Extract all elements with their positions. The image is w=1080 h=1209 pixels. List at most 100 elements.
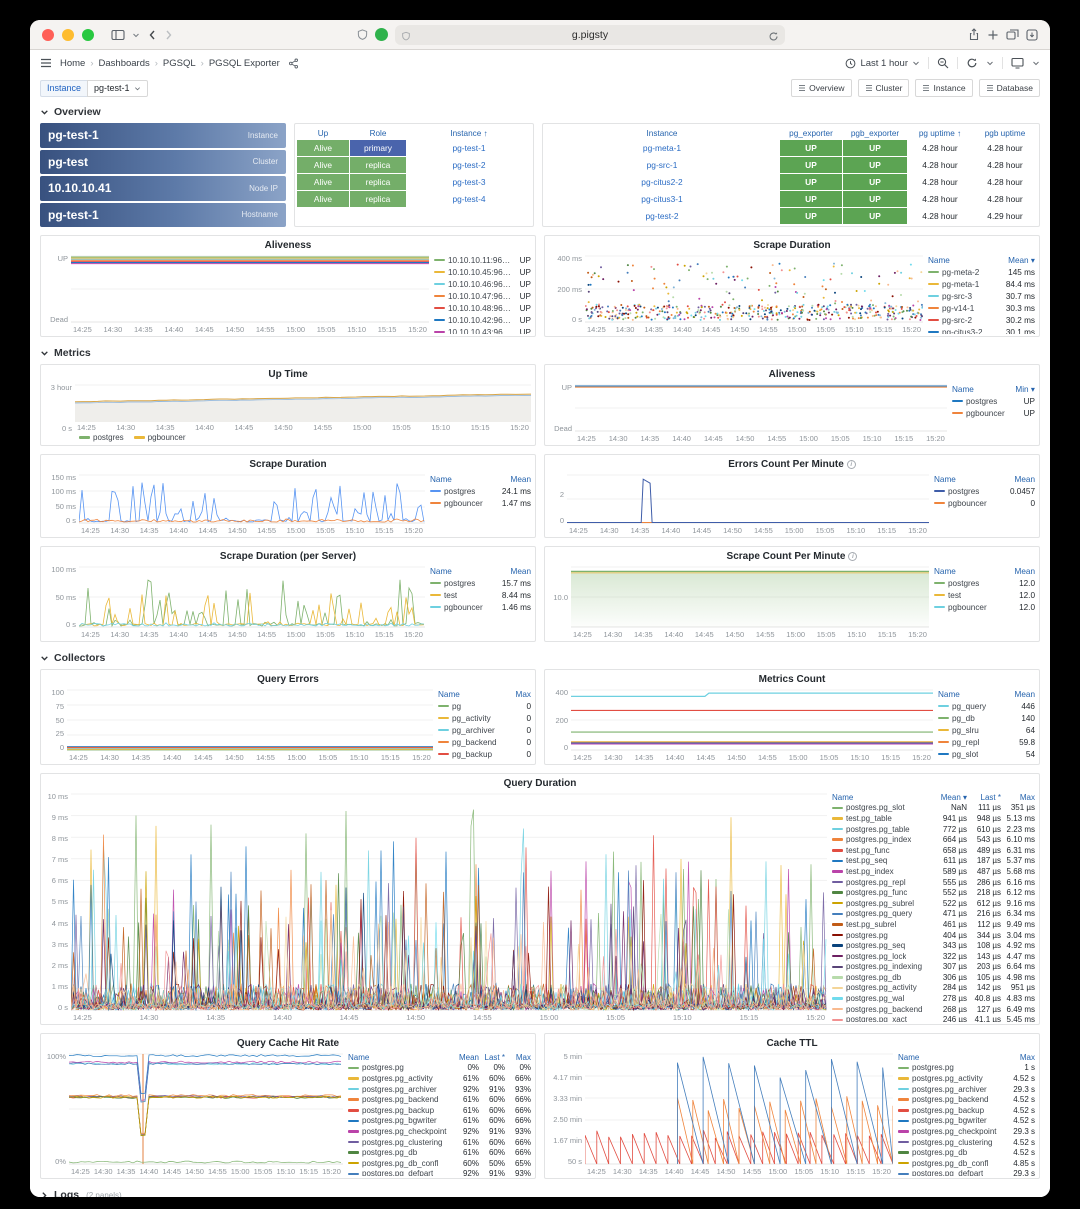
chevron-down-icon[interactable] [1032,59,1040,67]
legend-item[interactable]: pg_repl 59.8 [938,736,1035,748]
window-minimize-button[interactable] [62,28,74,41]
legend-item[interactable]: test.pg_seq 611 µs 187 µs 5.37 ms [832,856,1035,867]
window-zoom-button[interactable] [82,28,94,41]
variable-value-dropdown[interactable]: pg-test-1 [87,79,148,97]
panel-header[interactable]: Cache TTL [545,1034,1039,1051]
legend-item[interactable]: postgres.pg_xact 246 µs 41.1 µs 5.45 ms [832,1014,1035,1022]
legend-item[interactable]: postgres.pg_checkpoint 92% 91% 93% [348,1126,531,1137]
legend-item[interactable]: pgbouncer UP [952,407,1035,419]
legend-item[interactable]: postgres.pg_wal 278 µs 40.8 µs 4.83 ms [832,993,1035,1004]
sidebar-toggle-icon[interactable] [111,29,125,41]
panel-header[interactable]: Scrape Count Per Minute i [545,547,1039,564]
column-header[interactable]: pg_exporter [789,128,833,138]
legend-header[interactable]: Max [515,689,531,699]
chart-canvas[interactable] [71,792,827,1012]
legend-item[interactable]: postgres.pg_archiver 29.3 s [898,1084,1035,1095]
legend-item[interactable]: postgres.pg_defpart 92% 91% 93% [348,1169,531,1176]
downloads-icon[interactable] [1026,28,1038,41]
legend-item[interactable]: postgres.pg 404 µs 344 µs 3.04 ms [832,930,1035,941]
legend-header[interactable]: Last * [484,1052,505,1062]
legend-item[interactable]: postgres.pg_checkpoint 29.3 s [898,1126,1035,1137]
legend-item[interactable]: postgres 0.0457 [934,485,1035,497]
kiosk-mode-icon[interactable] [1011,57,1024,69]
legend-item[interactable]: postgres.pg_indexing 307 µs 203 µs 6.64 ms [832,962,1035,973]
legend-item[interactable]: postgres.pg_clustering 4.52 s [898,1137,1035,1148]
chart-canvas[interactable] [79,473,425,525]
legend-item[interactable]: postgres.pg_db 61% 60% 66% [348,1147,531,1158]
legend-item[interactable]: pgbouncer 12.0 [934,601,1035,613]
legend-item[interactable]: pg_query 446 [938,700,1035,712]
new-tab-icon[interactable] [987,29,999,41]
panel-header[interactable]: Scrape Duration (per Server) [41,547,535,564]
address-bar[interactable]: g.pigsty [395,24,785,47]
legend-item[interactable]: pg_bgwriter 0 [438,760,531,763]
refresh-interval-chevron-icon[interactable] [986,59,994,67]
instance-link[interactable]: pg-test-1 [452,143,486,153]
link-instance[interactable]: Instance [915,79,973,97]
chart-canvas[interactable] [75,383,531,422]
stat-bar[interactable]: 10.10.10.41 Node IP [40,176,286,201]
legend-item[interactable]: test.pg_subrel 461 µs 112 µs 9.49 ms [832,919,1035,930]
chart-canvas[interactable] [575,383,947,433]
chart-canvas[interactable] [585,1052,893,1166]
legend-header[interactable]: Mean [1014,689,1035,699]
legend-item[interactable]: postgres 15.7 ms [430,577,531,589]
instance-link[interactable]: pg-citus3-1 [641,194,683,204]
stat-bar[interactable]: pg-test Cluster [40,149,286,174]
legend-item[interactable]: postgres.pg 1 s [898,1063,1035,1074]
panel-header[interactable]: Scrape Duration [545,236,1039,253]
legend-item[interactable]: postgres.pg_index 664 µs 543 µs 6.10 ms [832,834,1035,845]
refresh-icon[interactable] [966,57,978,69]
instance-link[interactable]: pg-citus2-2 [641,177,683,187]
legend-header[interactable]: Name [934,566,956,576]
window-close-button[interactable] [42,28,54,41]
legend-header[interactable]: Name [952,384,974,394]
chart-canvas[interactable] [585,254,923,324]
panel-header[interactable]: Aliveness [41,236,535,253]
legend-item[interactable]: postgres.pg_table 772 µs 610 µs 2.23 ms [832,824,1035,835]
chart-canvas[interactable] [571,688,933,752]
legend-item[interactable]: pg_slru 64 [938,724,1035,736]
legend-item[interactable]: 10.10.10.46:9631 UP [434,278,531,290]
legend-item[interactable]: pg-src-2 30.2 ms [928,314,1035,326]
legend-header[interactable]: Name [430,474,452,484]
legend-item[interactable]: pg 0 [438,700,531,712]
legend-header[interactable]: Name [430,566,452,576]
breadcrumb-home[interactable]: Home [60,57,86,69]
forward-button[interactable] [164,29,174,41]
panel-header[interactable]: Errors Count Per Minute i [545,455,1039,472]
legend-item[interactable]: pgbouncer 1.47 ms [430,497,531,509]
legend-item[interactable]: postgres.pg_db_confl 60% 50% 65% [348,1158,531,1169]
reader-icon[interactable] [401,29,411,47]
legend-item[interactable]: pg-meta-2 145 ms [928,266,1035,278]
legend-item[interactable]: pg_activity 0 [438,712,531,724]
legend-item[interactable]: pg-citus3-2 30.1 ms [928,326,1035,334]
zoom-out-icon[interactable] [937,57,949,69]
legend-item[interactable]: postgres.pg 0% 0% 0% [348,1063,531,1074]
panel-header[interactable]: Query Duration [41,774,1039,791]
legend-item[interactable]: test 8.44 ms [430,589,531,601]
legend-item[interactable]: postgres.pg_backup 4.52 s [898,1105,1035,1116]
legend-item[interactable]: postgres.pg_backup 61% 60% 66% [348,1105,531,1116]
section-overview[interactable]: Overview [40,104,1040,120]
legend-item[interactable]: pg_archiver 0 [438,724,531,736]
panel-header[interactable]: Up Time [41,365,535,382]
legend-header[interactable]: Mean [1014,474,1035,484]
legend-item[interactable]: pgbouncer [133,433,186,442]
instance-link[interactable]: pg-test-2 [645,211,679,221]
legend-header[interactable]: Name [348,1052,370,1062]
legend-header[interactable]: Max [1019,1052,1035,1062]
instance-link[interactable]: pg-src-1 [646,160,678,170]
legend-header[interactable]: Max [515,1052,531,1062]
legend-item[interactable]: postgres.pg_subrel 522 µs 612 µs 9.16 ms [832,898,1035,909]
legend-item[interactable]: postgres.pg_activity 4.52 s [898,1073,1035,1084]
link-cluster[interactable]: Cluster [857,79,910,97]
legend-header[interactable]: Mean [510,474,531,484]
menu-icon[interactable] [40,57,52,69]
legend-item[interactable]: pg_slot 54 [938,748,1035,760]
column-header[interactable]: Up [317,128,329,138]
chart-canvas[interactable] [567,473,929,525]
legend-header[interactable]: Name [898,1052,920,1062]
chart-canvas[interactable] [79,565,425,629]
legend-item[interactable]: pg_activity 48 [938,760,1035,763]
